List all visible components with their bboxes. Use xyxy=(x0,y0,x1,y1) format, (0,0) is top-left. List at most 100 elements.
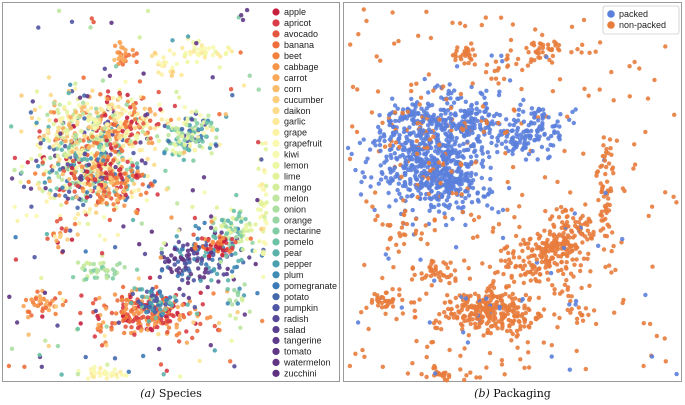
scatter-point xyxy=(424,374,429,380)
scatter-point xyxy=(461,141,466,147)
scatter-point xyxy=(152,146,158,152)
scatter-point xyxy=(441,84,446,89)
scatter-point xyxy=(369,297,375,303)
scatter-point xyxy=(540,240,545,246)
scatter-point xyxy=(517,297,522,303)
scatter-point xyxy=(149,328,155,333)
scatter-point xyxy=(117,87,122,93)
scatter-point xyxy=(401,129,407,135)
scatter-point xyxy=(143,113,148,118)
scatter-point xyxy=(58,216,63,222)
scatter-point xyxy=(229,338,234,343)
scatter-point xyxy=(572,262,577,267)
scatter-point xyxy=(124,373,129,378)
scatter-point xyxy=(88,188,93,193)
scatter-point xyxy=(549,214,555,219)
scatter-point xyxy=(586,312,591,318)
scatter-point xyxy=(116,320,122,325)
scatter-point xyxy=(557,291,563,296)
scatter-point xyxy=(63,128,68,134)
scatter-point xyxy=(511,117,517,123)
scatter-point xyxy=(117,91,123,97)
scatter-point xyxy=(191,232,196,237)
scatter-point xyxy=(593,321,599,327)
scatter-point xyxy=(394,129,399,135)
caption-species-label: (a) xyxy=(140,387,156,400)
scatter-point xyxy=(480,115,485,120)
scatter-point xyxy=(103,134,108,140)
scatter-point xyxy=(121,224,126,229)
scatter-point xyxy=(504,328,510,334)
scatter-point xyxy=(493,76,499,81)
scatter-point xyxy=(55,107,60,113)
scatter-point xyxy=(597,40,603,45)
scatter-point xyxy=(32,255,37,260)
scatter-point xyxy=(45,112,50,118)
scatter-point xyxy=(443,131,448,136)
scatter-point xyxy=(580,312,585,318)
scatter-point xyxy=(172,103,178,109)
scatter-point xyxy=(372,190,378,195)
scatter-point xyxy=(80,148,85,153)
scatter-point xyxy=(105,89,111,94)
scatter-point xyxy=(140,182,145,187)
scatter-point xyxy=(76,103,82,108)
scatter-point xyxy=(560,220,565,225)
scatter-point xyxy=(432,228,437,233)
scatter-point xyxy=(217,112,222,117)
scatter-point xyxy=(432,218,437,223)
scatter-point xyxy=(77,95,83,100)
scatter-point xyxy=(82,116,87,121)
scatter-point xyxy=(535,267,540,272)
scatter-point xyxy=(445,144,450,149)
scatter-point xyxy=(627,64,632,69)
scatter-point xyxy=(479,22,484,28)
scatter-point xyxy=(124,138,130,143)
scatter-point xyxy=(480,151,485,156)
scatter-point xyxy=(646,213,651,219)
scatter-point xyxy=(224,224,229,229)
scatter-point xyxy=(396,136,401,142)
scatter-point xyxy=(182,142,187,147)
scatter-point xyxy=(183,267,189,272)
scatter-point xyxy=(383,304,388,309)
scatter-point xyxy=(197,358,202,364)
scatter-point xyxy=(123,324,128,329)
scatter-point xyxy=(171,313,176,319)
scatter-point xyxy=(521,237,526,243)
scatter-point xyxy=(196,137,202,143)
scatter-point xyxy=(494,111,499,117)
scatter-point xyxy=(137,242,142,247)
scatter-point xyxy=(199,261,204,266)
scatter-point xyxy=(496,66,501,71)
scatter-point xyxy=(176,95,182,100)
scatter-point xyxy=(170,38,175,43)
legend-marker-pear xyxy=(272,249,280,257)
scatter-point xyxy=(131,150,136,156)
scatter-point xyxy=(264,200,269,205)
scatter-point xyxy=(89,105,94,111)
scatter-point xyxy=(160,311,166,316)
scatter-point xyxy=(74,146,79,151)
species-scatter-plot: appleapricotavocadobananabeetcabbagecarr… xyxy=(6,5,339,381)
scatter-point xyxy=(466,60,471,66)
scatter-point xyxy=(523,310,528,316)
scatter-point xyxy=(46,343,51,349)
legend-marker-pumpkin xyxy=(272,304,280,312)
scatter-point xyxy=(350,84,356,90)
scatter-point xyxy=(38,137,43,142)
scatter-point xyxy=(446,156,451,161)
scatter-point xyxy=(551,234,556,239)
scatter-point xyxy=(532,253,537,258)
scatter-point xyxy=(81,181,87,186)
scatter-point xyxy=(552,39,557,44)
scatter-point xyxy=(524,141,529,147)
scatter-point xyxy=(93,297,98,302)
scatter-point xyxy=(103,306,109,311)
scatter-point xyxy=(414,81,419,86)
scatter-point xyxy=(467,314,472,319)
scatter-point xyxy=(540,107,546,112)
scatter-point xyxy=(116,135,122,140)
scatter-point xyxy=(79,168,85,173)
scatter-point xyxy=(130,291,135,297)
